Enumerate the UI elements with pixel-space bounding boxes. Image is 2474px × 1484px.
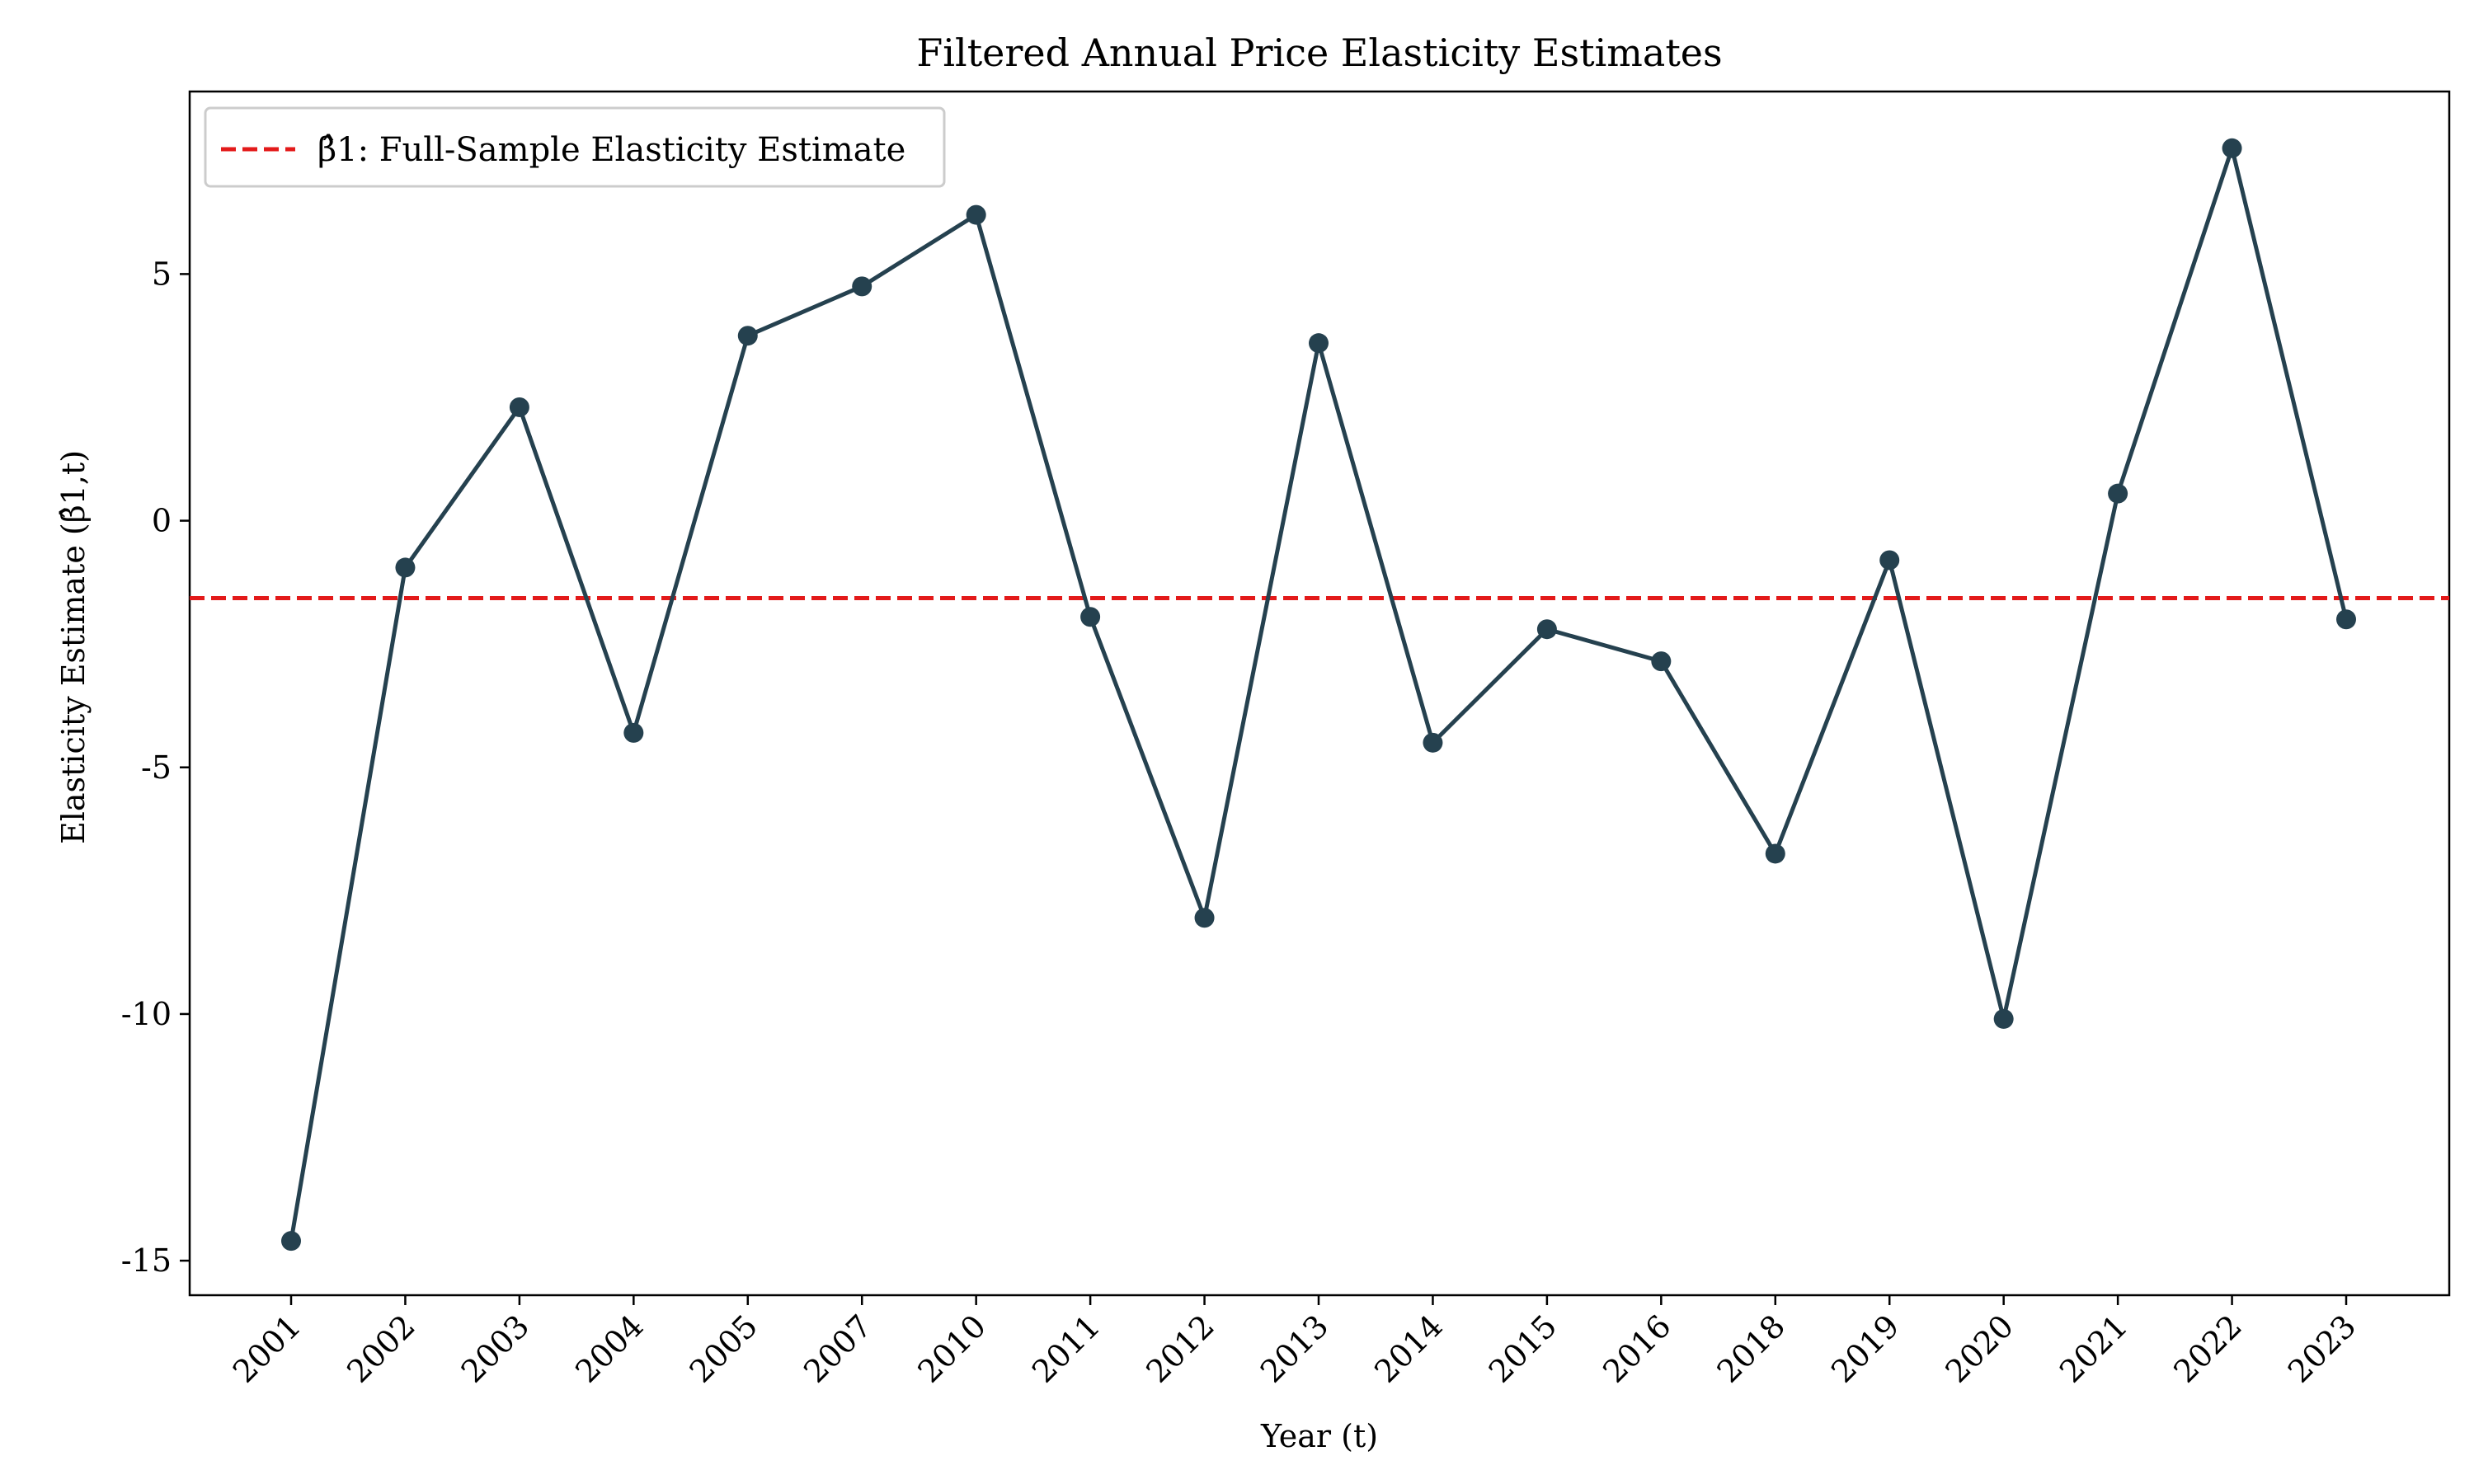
x-axis-label: Year (t) — [1260, 1418, 1378, 1454]
data-point — [623, 722, 644, 743]
series-group — [281, 138, 2356, 1252]
y-tick-label: -10 — [121, 996, 172, 1032]
x-tick-label: 2005 — [683, 1308, 765, 1390]
x-tick-label: 2011 — [1025, 1308, 1108, 1390]
x-tick-label: 2004 — [568, 1308, 651, 1390]
legend-box — [204, 106, 946, 188]
x-tick-label: 2015 — [1482, 1308, 1564, 1390]
data-point — [509, 397, 529, 417]
x-tick-label: 2018 — [1710, 1308, 1793, 1390]
data-point — [1423, 732, 1443, 753]
x-tick-label: 2016 — [1596, 1308, 1678, 1390]
data-point — [2108, 483, 2128, 504]
x-tick-label: 2007 — [797, 1308, 879, 1390]
data-point — [1993, 1008, 2014, 1029]
y-tick-label: -5 — [141, 749, 172, 786]
plot-frame — [188, 90, 2451, 1297]
chart-title: Filtered Annual Price Elasticity Estimat… — [916, 31, 1722, 75]
y-tick-label: 5 — [152, 256, 172, 292]
x-tick-label: 2002 — [340, 1308, 422, 1390]
series-line — [289, 146, 2349, 1242]
y-axis-label: Elasticity Estimate (β̂1,t) — [55, 450, 92, 844]
x-tick-label: 2001 — [226, 1308, 308, 1390]
data-point — [2222, 138, 2242, 158]
x-tick-label: 2021 — [2053, 1308, 2135, 1390]
legend-label: β̂1: Full-Sample Elasticity Estimate — [317, 131, 905, 169]
data-point — [1194, 908, 1215, 928]
data-point — [2336, 609, 2356, 630]
data-point — [1879, 550, 1900, 571]
data-point — [1080, 607, 1101, 627]
x-tick-label: 2012 — [1139, 1308, 1221, 1390]
legend: β̂1: Full-Sample Elasticity Estimate — [204, 106, 946, 188]
data-point — [737, 326, 758, 346]
data-point — [1536, 619, 1557, 640]
data-point — [1309, 333, 1329, 354]
x-tick-label: 2013 — [1253, 1308, 1336, 1390]
x-tick-label: 2023 — [2281, 1308, 2363, 1390]
data-point — [395, 557, 416, 578]
data-point — [1765, 843, 1785, 864]
x-tick-label: 2020 — [1939, 1308, 2021, 1390]
y-tick-label: 0 — [152, 503, 172, 539]
data-point — [1651, 651, 1672, 672]
y-tick-label: -15 — [121, 1242, 172, 1279]
x-axis-ticks: 2001 2002 2003 2004 2005 2007 2010 2011 2012 2013… — [226, 1295, 2363, 1390]
x-tick-label: 2014 — [1367, 1308, 1450, 1390]
x-tick-label: 2003 — [454, 1308, 537, 1390]
data-point — [966, 204, 986, 225]
data-point — [281, 1231, 301, 1252]
x-tick-label: 2010 — [911, 1308, 994, 1390]
x-tick-label: 2022 — [2166, 1308, 2249, 1390]
y-axis-ticks: 5 0 -5 -10 -15 — [121, 256, 190, 1279]
x-tick-label: 2019 — [1824, 1308, 1907, 1390]
plot-area — [188, 90, 2451, 1297]
data-point — [852, 276, 872, 297]
